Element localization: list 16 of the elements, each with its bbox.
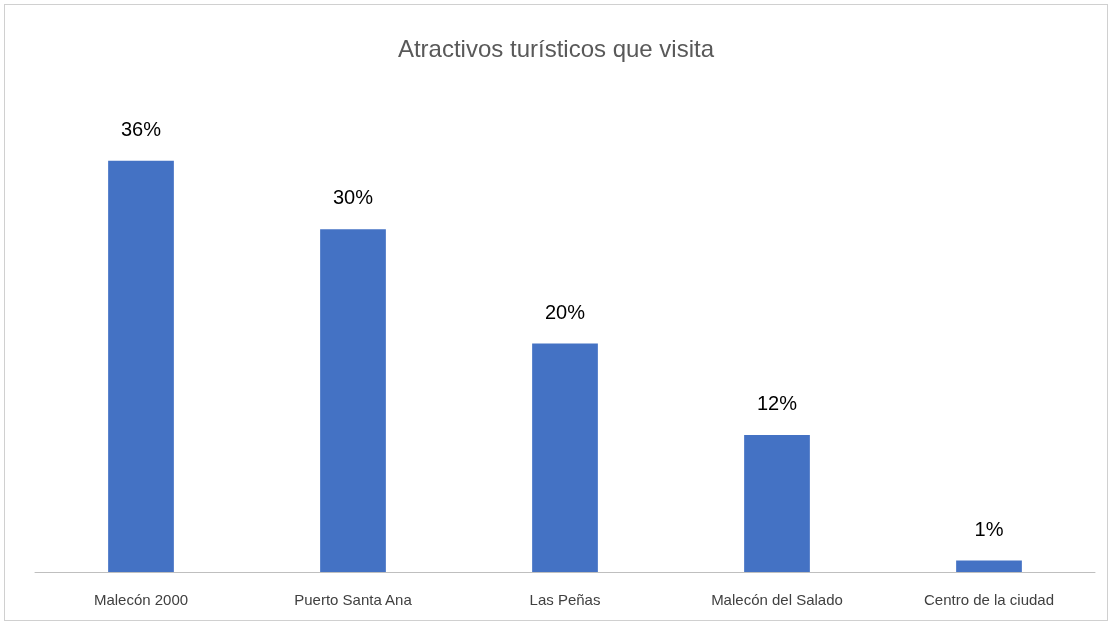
x-tick-label: Puerto Santa Ana [294, 591, 413, 608]
x-tick-label: Las Peñas [529, 591, 601, 608]
x-tick-label: Centro de la ciudad [923, 591, 1055, 608]
data-label: 12% [756, 391, 798, 414]
chart-title: Atractivos turísticos que visita [397, 34, 715, 62]
x-tick-label: Malecón del Salado [711, 591, 843, 608]
data-label: 1% [974, 517, 1004, 540]
x-tick-label: Malecón 2000 [93, 591, 189, 608]
bar [320, 229, 386, 572]
data-label: 30% [332, 186, 374, 209]
bar [744, 434, 810, 572]
bar [108, 160, 174, 572]
bar [956, 560, 1022, 572]
data-label: 36% [120, 117, 162, 140]
data-label: 20% [544, 300, 586, 323]
bar [532, 343, 598, 572]
